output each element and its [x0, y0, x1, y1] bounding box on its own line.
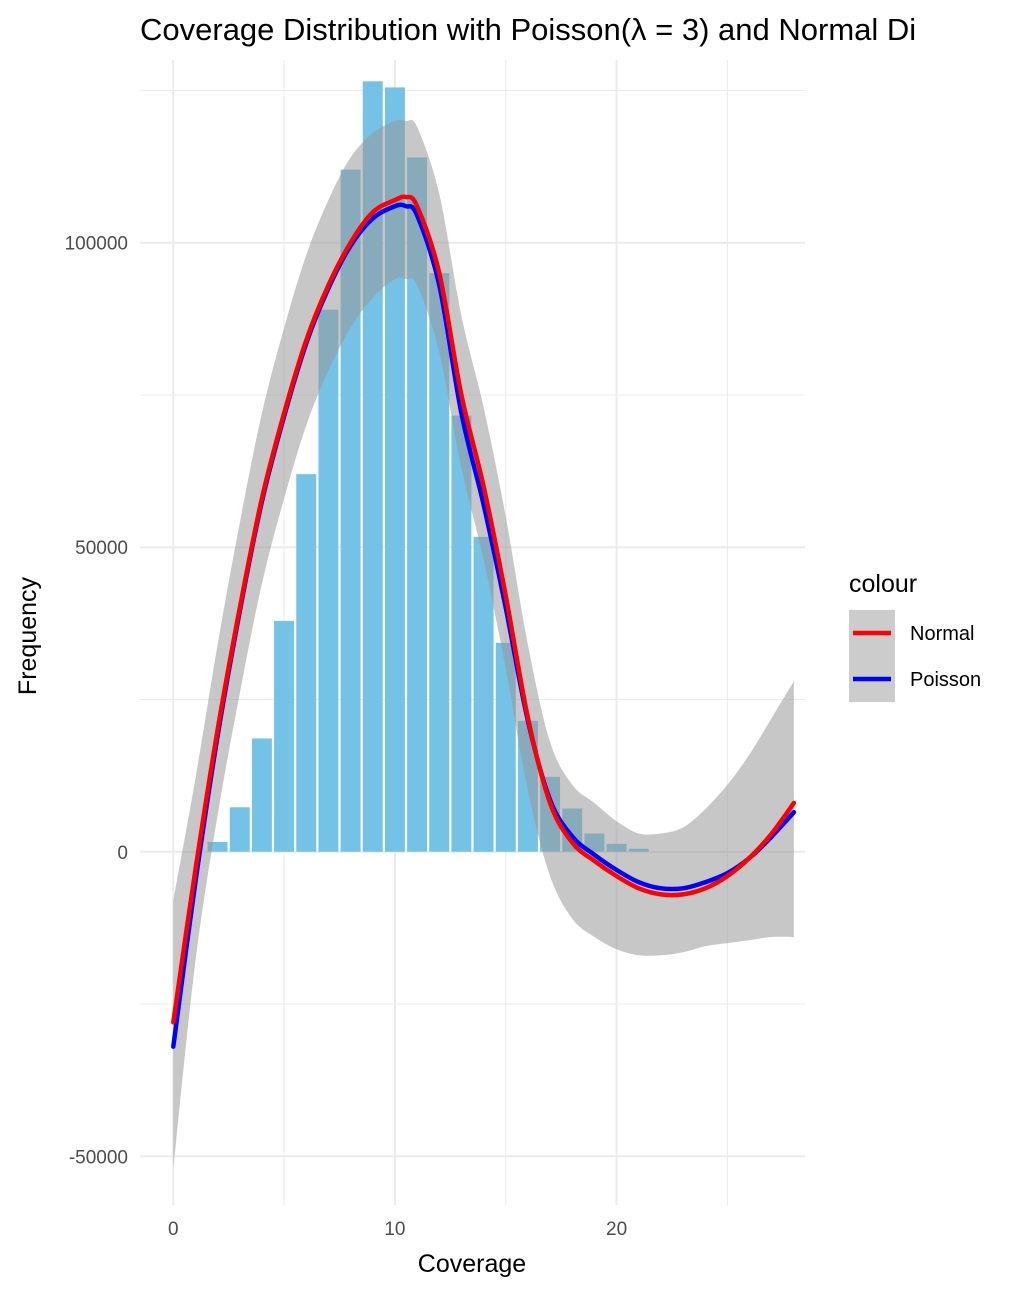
bar — [318, 309, 339, 852]
series-line-normal — [171, 194, 797, 1025]
bar — [274, 620, 295, 852]
x-axis-title: Coverage — [418, 1250, 526, 1278]
y-tick-label: 0 — [117, 843, 128, 864]
bar — [451, 415, 472, 852]
bar — [229, 807, 250, 852]
y-axis-title: Frequency — [14, 576, 42, 695]
bar — [429, 273, 450, 852]
bar — [473, 536, 494, 852]
bar — [407, 157, 428, 852]
x-tick-label: 10 — [384, 1219, 405, 1240]
y-tick-label: -50000 — [69, 1147, 128, 1168]
bar — [251, 738, 272, 852]
y-tick-label: 50000 — [75, 538, 128, 559]
x-tick-label: 0 — [168, 1219, 179, 1240]
confidence-band-normal — [173, 119, 794, 1169]
x-tick-label: 20 — [606, 1219, 627, 1240]
chart-title: Coverage Distribution with Poisson(λ = 3… — [140, 12, 916, 47]
axes: 0 10 20 -50000 0 50000 100000 — [65, 234, 628, 1240]
confidence-bands — [173, 119, 794, 1169]
legend-title: colour — [849, 570, 917, 598]
bar — [340, 169, 361, 852]
legend: colour Normal Poisson — [849, 570, 981, 702]
bar — [296, 474, 317, 852]
legend-label-poisson: Poisson — [910, 669, 981, 691]
series-lines — [171, 194, 797, 1049]
legend-label-normal: Normal — [910, 623, 974, 645]
y-tick-label: 100000 — [65, 234, 128, 255]
bar — [207, 842, 228, 852]
